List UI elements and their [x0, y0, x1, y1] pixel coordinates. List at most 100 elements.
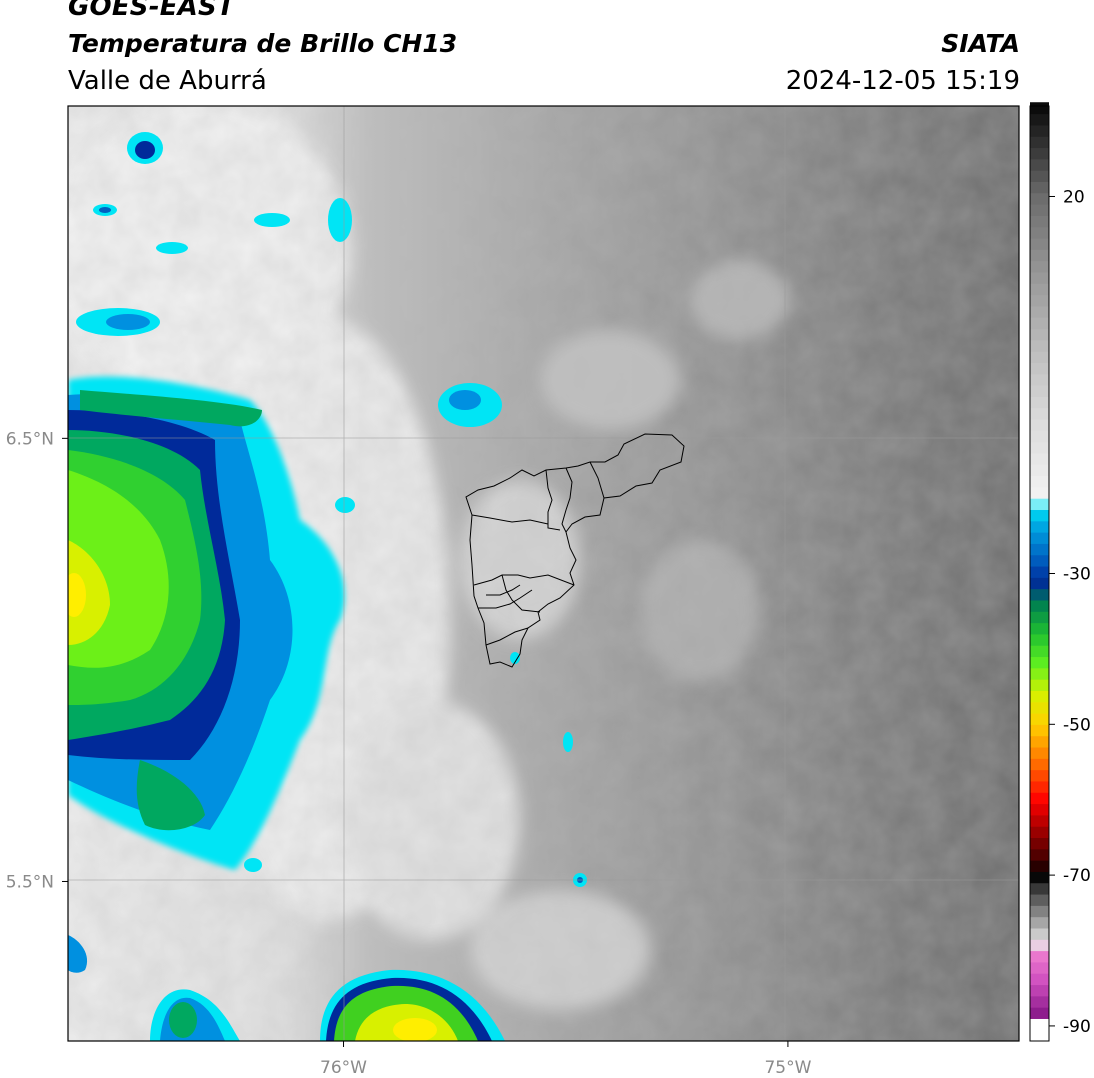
colorbar-band: [1030, 701, 1049, 714]
colorbar-band: [1030, 803, 1049, 816]
colorbar-band: [1030, 328, 1049, 341]
colorbar-ticks: 20 -30 -50 -70 -90: [1049, 187, 1091, 1037]
colorbar-band: [1030, 758, 1049, 771]
colorbar-band: [1030, 792, 1049, 805]
colorbar-band: [1030, 588, 1049, 601]
colorbar-band: [1030, 769, 1049, 782]
municipal-boundaries: [465, 433, 685, 668]
colorbar-band: [1030, 498, 1049, 511]
colorbar-band: [1030, 339, 1049, 352]
colorbar-band: [1030, 961, 1049, 974]
colorbar-band: [1030, 622, 1049, 635]
colorbar-band: [1030, 927, 1049, 940]
scattered-cold-cells: [76, 132, 587, 887]
colorbar-band: [1030, 814, 1049, 827]
convective-cloud-south: [68, 935, 505, 1041]
colorbar-band: [1030, 237, 1049, 250]
colorbar-band: [1030, 1007, 1049, 1019]
colorbar-band: [1030, 305, 1049, 318]
colorbar-band: [1030, 147, 1049, 160]
colorbar-band: [1030, 475, 1049, 488]
colorbar-band: [1030, 294, 1049, 307]
colorbar-band: [1030, 565, 1049, 578]
colorbar-band: [1030, 452, 1049, 465]
colorbar-band: [1030, 102, 1049, 115]
colorbar-band: [1030, 973, 1049, 986]
colorbar-band: [1030, 611, 1049, 624]
colorbar-band: [1030, 724, 1049, 737]
colorbar-band: [1030, 430, 1049, 443]
colorbar-band: [1030, 599, 1049, 612]
colorbar-band: [1030, 441, 1049, 454]
longitude-label: 76°W: [320, 1058, 367, 1078]
colorbar-band: [1030, 690, 1049, 703]
colorbar-band: [1030, 317, 1049, 330]
longitude-label: 75°W: [764, 1058, 811, 1078]
datetime-title: 2024-12-05 15:19: [785, 66, 1020, 96]
colorbar-band: [1030, 532, 1049, 544]
colorbar-band: [1030, 520, 1049, 533]
colorbar-tick-label: -90: [1063, 1017, 1091, 1037]
latitude-label: 5.5°N: [6, 872, 54, 892]
colorbar-band: [1030, 260, 1049, 273]
convective-cloud-west: [68, 376, 345, 870]
satellite-title: GOES-EAST: [68, 0, 235, 22]
colorbar-band: [1030, 283, 1049, 296]
graticule: [68, 106, 1019, 1041]
colorbar-band: [1030, 271, 1049, 284]
colorbar-band: [1030, 418, 1049, 431]
colorbar-band: [1030, 113, 1049, 126]
product-title: Temperatura de Brillo CH13: [68, 29, 458, 58]
map-frame: [67, 105, 1020, 1042]
colorbar-band: [1030, 464, 1049, 477]
colorbar-tick-label: -70: [1063, 866, 1091, 886]
colorbar-tick-label: -30: [1063, 565, 1091, 585]
organization-title: SIATA: [941, 29, 1020, 58]
colorbar-band: [1030, 486, 1049, 499]
colorbar-band: [1030, 181, 1049, 194]
colorbar-band: [1030, 384, 1049, 397]
colorbar-band: [1030, 837, 1049, 850]
colorbar-band: [1030, 871, 1049, 884]
colorbar-band: [1030, 136, 1049, 149]
colorbar-band: [1030, 780, 1049, 793]
colorbar-band: [1030, 1018, 1049, 1031]
colorbar-band: [1030, 373, 1049, 386]
colorbar-band: [1030, 939, 1049, 952]
colorbar-band: [1030, 509, 1049, 522]
brightness-temperature-field: [68, 106, 1019, 1041]
colorbar-band: [1030, 396, 1049, 409]
colorbar-band: [1030, 645, 1049, 658]
colorbar-band: [1030, 633, 1049, 646]
colorbar-band: [1030, 848, 1049, 861]
colorbar-tick-label: 20: [1063, 187, 1085, 207]
colorbar-band: [1030, 905, 1049, 918]
colorbar-band: [1030, 950, 1049, 963]
colorbar-band: [1030, 995, 1049, 1008]
colorbar-band: [1030, 249, 1049, 262]
colorbar-band: [1030, 746, 1049, 759]
colorbar-band: [1030, 192, 1049, 205]
colorbar-band: [1030, 916, 1049, 929]
colorbar-band: [1030, 893, 1049, 906]
colorbar-band: [1030, 124, 1049, 137]
longitude-labels: 76°W 75°W: [320, 1041, 812, 1078]
colorbar-band: [1030, 679, 1049, 691]
colorbar-band: [1030, 667, 1049, 680]
colorbar-band: [1030, 158, 1049, 171]
colorbar-band: [1030, 215, 1049, 228]
latitude-labels: 6.5°N 5.5°N: [6, 429, 68, 892]
region-title: Valle de Aburrá: [68, 66, 267, 96]
colorbar-band: [1030, 1029, 1049, 1042]
colorbar: 20 -30 -50 -70 -90: [1029, 102, 1091, 1042]
colorbar-band: [1030, 204, 1049, 216]
colorbar-band: [1030, 543, 1049, 556]
colorbar-band: [1030, 984, 1049, 997]
colorbar-band: [1030, 577, 1049, 590]
colorbar-band: [1030, 656, 1049, 669]
colorbar-band: [1030, 826, 1049, 839]
colorbar-band: [1030, 351, 1049, 363]
colorbar-tick-label: -50: [1063, 715, 1091, 735]
colorbar-band: [1030, 735, 1049, 748]
